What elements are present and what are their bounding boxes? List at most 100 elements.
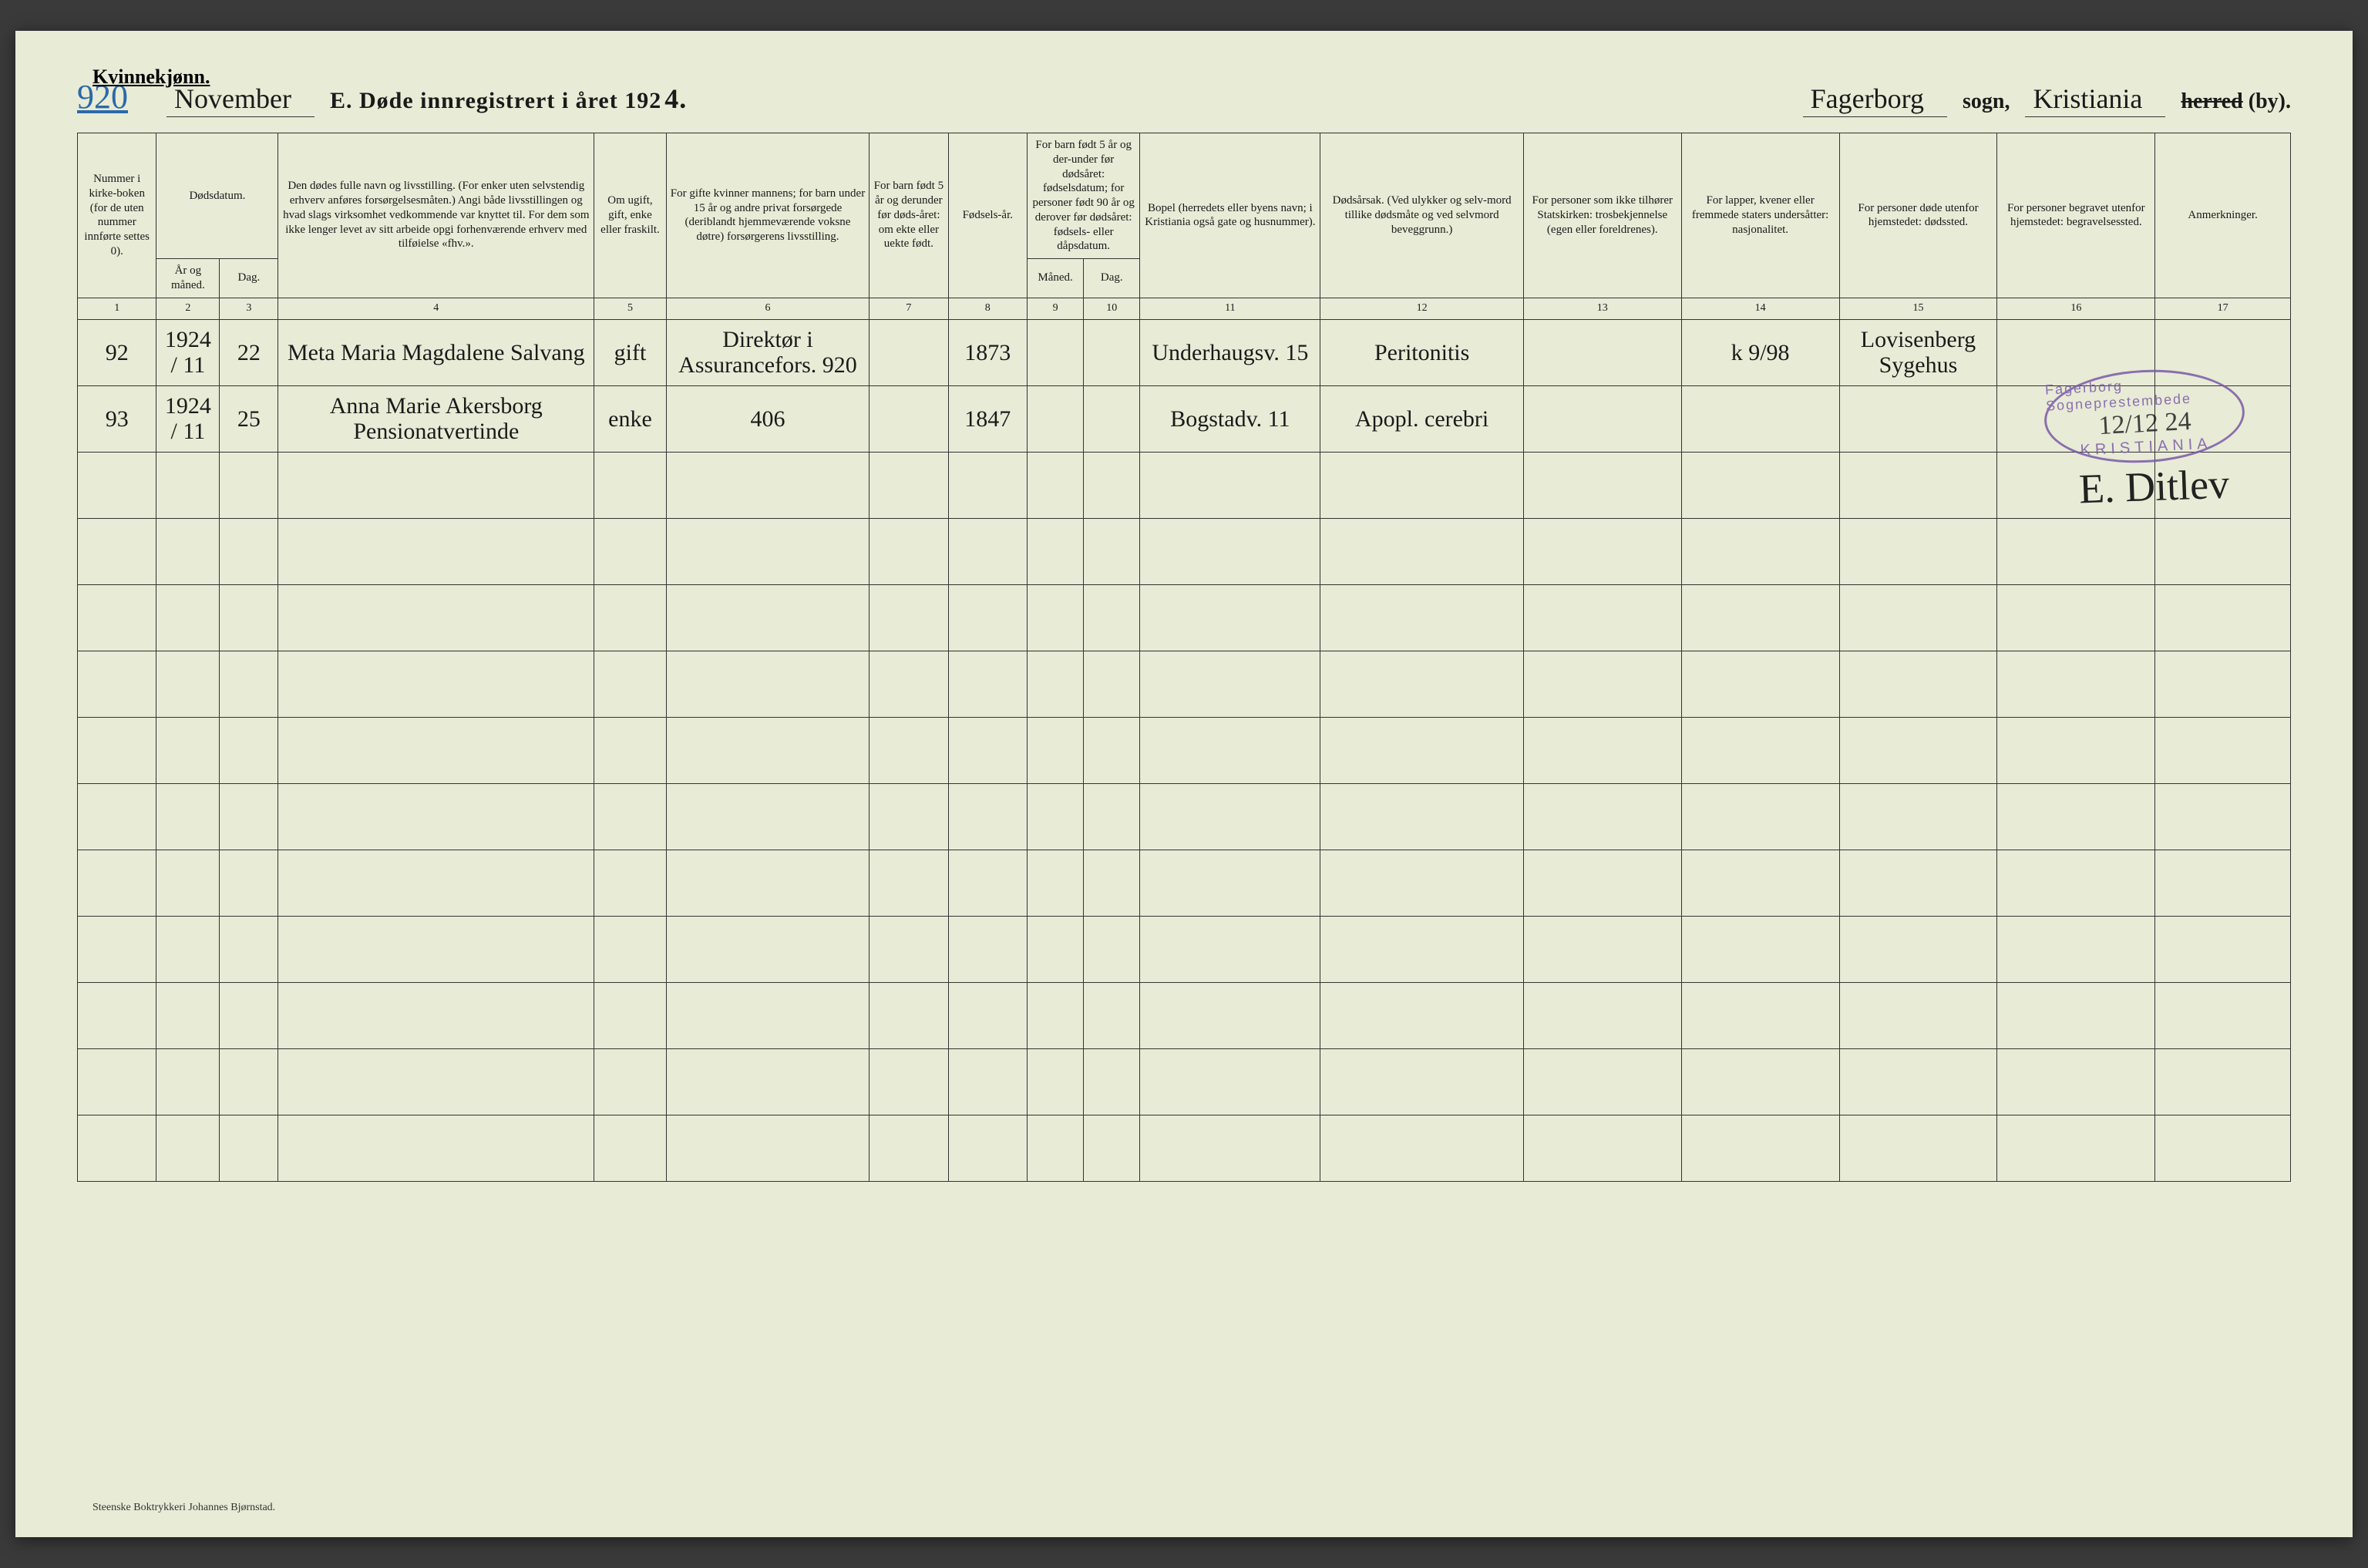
empty-cell xyxy=(1839,584,1997,651)
empty-row xyxy=(78,518,2291,584)
empty-cell xyxy=(220,452,278,518)
cell-burial_place xyxy=(1997,385,2155,452)
cell-name: Anna Marie Akersborg Pensionatvertinde xyxy=(278,385,594,452)
empty-cell xyxy=(594,850,667,916)
empty-cell xyxy=(666,783,869,850)
empty-cell xyxy=(278,1048,594,1115)
empty-cell xyxy=(594,1048,667,1115)
ledger-table: Nummer i kirke-boken (for de uten nummer… xyxy=(77,133,2291,1182)
empty-row xyxy=(78,1115,2291,1181)
empty-cell xyxy=(1084,1048,1140,1115)
empty-cell xyxy=(870,982,948,1048)
cell-day: 25 xyxy=(220,385,278,452)
cell-status: enke xyxy=(594,385,667,452)
empty-cell xyxy=(1523,916,1681,982)
column-number: 15 xyxy=(1839,298,1997,319)
empty-cell xyxy=(870,916,948,982)
empty-cell xyxy=(1523,850,1681,916)
cell-b_day xyxy=(1084,319,1140,385)
empty-cell xyxy=(1320,584,1523,651)
empty-cell xyxy=(870,850,948,916)
empty-cell xyxy=(2155,850,2291,916)
empty-cell xyxy=(156,916,220,982)
column-number: 13 xyxy=(1523,298,1681,319)
empty-cell xyxy=(1084,783,1140,850)
col-header: Fødsels-år. xyxy=(948,133,1027,298)
empty-cell xyxy=(1140,452,1320,518)
empty-cell xyxy=(156,651,220,717)
empty-cell xyxy=(1523,1115,1681,1181)
empty-cell xyxy=(1681,1048,1839,1115)
empty-cell xyxy=(1681,518,1839,584)
col-header: For gifte kvinner mannens; for barn unde… xyxy=(666,133,869,298)
empty-cell xyxy=(1320,651,1523,717)
empty-cell xyxy=(220,651,278,717)
empty-cell xyxy=(78,850,156,916)
empty-cell xyxy=(220,982,278,1048)
empty-cell xyxy=(1681,584,1839,651)
empty-cell xyxy=(2155,783,2291,850)
empty-cell xyxy=(1028,982,1084,1048)
empty-cell xyxy=(594,584,667,651)
cell-num: 93 xyxy=(78,385,156,452)
empty-cell xyxy=(1140,584,1320,651)
empty-cell xyxy=(1084,850,1140,916)
cell-b_mon xyxy=(1028,385,1084,452)
table-row: 921924 / 1122Meta Maria Magdalene Salvan… xyxy=(78,319,2291,385)
gender-label: Kvinnekjønn. xyxy=(92,66,210,89)
empty-cell xyxy=(1084,518,1140,584)
empty-cell xyxy=(1084,452,1140,518)
cell-residence: Bogstadv. 11 xyxy=(1140,385,1320,452)
herred-struck: herred xyxy=(2181,89,2242,113)
empty-cell xyxy=(948,916,1027,982)
page-header: 920 November E. Døde innregistrert i åre… xyxy=(77,77,2291,117)
empty-row xyxy=(78,850,2291,916)
col-header: For personer begravet utenfor hjemstedet… xyxy=(1997,133,2155,298)
empty-cell xyxy=(1523,982,1681,1048)
empty-cell xyxy=(220,1048,278,1115)
empty-cell xyxy=(278,518,594,584)
empty-row xyxy=(78,717,2291,783)
table-row: 931924 / 1125Anna Marie Akersborg Pensio… xyxy=(78,385,2291,452)
column-number: 9 xyxy=(1028,298,1084,319)
empty-cell xyxy=(1084,916,1140,982)
empty-cell xyxy=(1028,1115,1084,1181)
empty-cell xyxy=(2155,651,2291,717)
cell-death_place xyxy=(1839,385,1997,452)
column-number: 11 xyxy=(1140,298,1320,319)
empty-cell xyxy=(278,452,594,518)
column-number: 16 xyxy=(1997,298,2155,319)
empty-cell xyxy=(220,850,278,916)
column-number: 5 xyxy=(594,298,667,319)
column-number-row: 1234567891011121314151617 xyxy=(78,298,2291,319)
empty-cell xyxy=(1681,452,1839,518)
empty-cell xyxy=(156,783,220,850)
empty-row xyxy=(78,1048,2291,1115)
column-number: 4 xyxy=(278,298,594,319)
herred-label: herred (by). xyxy=(2181,89,2291,114)
empty-cell xyxy=(666,651,869,717)
empty-cell xyxy=(1681,916,1839,982)
empty-cell xyxy=(1084,717,1140,783)
header-title: E. Døde innregistrert i året 1924. xyxy=(330,82,800,115)
col-header: For lapper, kvener eller fremmede stater… xyxy=(1681,133,1839,298)
empty-cell xyxy=(1523,717,1681,783)
cell-faith xyxy=(1523,319,1681,385)
cell-name: Meta Maria Magdalene Salvang xyxy=(278,319,594,385)
empty-cell xyxy=(78,717,156,783)
empty-row xyxy=(78,584,2291,651)
col-header: Nummer i kirke-boken (for de uten nummer… xyxy=(78,133,156,298)
empty-cell xyxy=(156,1048,220,1115)
column-number: 17 xyxy=(2155,298,2291,319)
empty-cell xyxy=(594,916,667,982)
title-lead: E. Døde innregistrert i året 192 xyxy=(330,88,661,113)
column-number: 3 xyxy=(220,298,278,319)
empty-cell xyxy=(1839,1048,1997,1115)
empty-cell xyxy=(278,783,594,850)
signature: E. Ditlev xyxy=(2078,460,2230,513)
empty-cell xyxy=(1839,850,1997,916)
empty-cell xyxy=(870,518,948,584)
cell-cause: Apopl. cerebri xyxy=(1320,385,1523,452)
cell-birth_year: 1847 xyxy=(948,385,1027,452)
empty-row xyxy=(78,651,2291,717)
